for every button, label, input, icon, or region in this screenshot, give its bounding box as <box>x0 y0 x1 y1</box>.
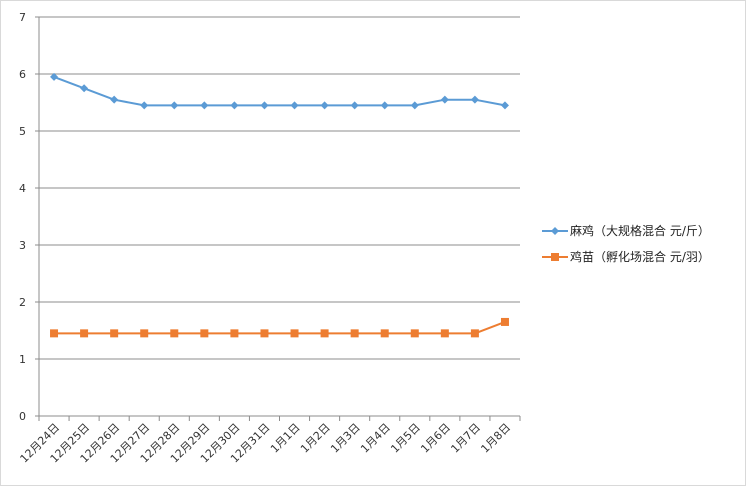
data-point-square <box>110 329 119 338</box>
data-point-square <box>440 329 449 338</box>
data-point-diamond <box>140 101 149 110</box>
y-tick-label: 7 <box>19 11 26 24</box>
data-point-diamond <box>80 84 89 93</box>
data-point-diamond <box>290 101 299 110</box>
data-point-square <box>320 329 329 338</box>
legend-label: 鸡苗（孵化场混合 元/羽） <box>570 249 710 264</box>
legend-label: 麻鸡（大规格混合 元/斤） <box>570 223 710 238</box>
data-point-square <box>380 329 389 338</box>
data-point-square <box>260 329 269 338</box>
y-axis: 0 1 2 3 4 5 6 7 <box>19 11 40 423</box>
series-line <box>53 75 506 107</box>
data-point-diamond <box>440 95 449 104</box>
x-tick-label: 1月4日 <box>358 421 393 456</box>
data-point-square <box>140 329 149 338</box>
gridlines <box>39 16 520 417</box>
data-point-square <box>470 329 479 338</box>
data-point-square <box>50 329 59 338</box>
y-tick-label: 1 <box>19 353 26 366</box>
data-point-square <box>200 329 209 338</box>
data-point-diamond <box>200 101 209 110</box>
y-tick-label: 3 <box>19 239 26 252</box>
data-point-square <box>500 317 509 326</box>
x-tick-label: 1月3日 <box>328 421 363 456</box>
data-point-diamond <box>500 101 509 110</box>
data-point-square <box>410 329 419 338</box>
data-point-diamond <box>110 95 119 104</box>
data-point-diamond <box>410 101 419 110</box>
data-point-diamond <box>380 101 389 110</box>
y-tick-label: 5 <box>19 125 26 138</box>
data-point-diamond <box>230 101 239 110</box>
y-tick-label: 0 <box>19 410 26 423</box>
x-tick-label: 1月2日 <box>298 421 333 456</box>
data-point-square <box>230 329 239 338</box>
x-axis: 12月24日12月25日12月26日12月27日12月28日12月29日12月3… <box>18 416 521 465</box>
data-point-diamond <box>320 101 329 110</box>
data-point-diamond <box>260 101 269 110</box>
x-tick-label: 1月7日 <box>448 421 483 456</box>
data-point-square <box>290 329 299 338</box>
y-tick-label: 2 <box>19 296 26 309</box>
data-point-square <box>80 329 89 338</box>
legend-marker-square <box>551 253 559 261</box>
x-tick-label: 1月8日 <box>478 421 513 456</box>
data-point-diamond <box>350 101 359 110</box>
data-point-diamond <box>170 101 179 110</box>
series-group <box>50 72 509 338</box>
y-tick-label: 4 <box>19 182 26 195</box>
x-tick-label: 1月5日 <box>388 421 423 456</box>
data-point-square <box>170 329 179 338</box>
data-point-square <box>350 329 359 338</box>
x-tick-label: 1月6日 <box>418 421 453 456</box>
data-point-diamond <box>470 95 479 104</box>
x-tick-label: 1月1日 <box>268 421 303 456</box>
data-point-diamond <box>50 72 59 81</box>
series-line <box>54 320 506 335</box>
legend-marker-diamond <box>551 227 559 235</box>
legend: 麻鸡（大规格混合 元/斤） 鸡苗（孵化场混合 元/羽） <box>542 223 710 264</box>
y-tick-label: 6 <box>19 68 26 81</box>
